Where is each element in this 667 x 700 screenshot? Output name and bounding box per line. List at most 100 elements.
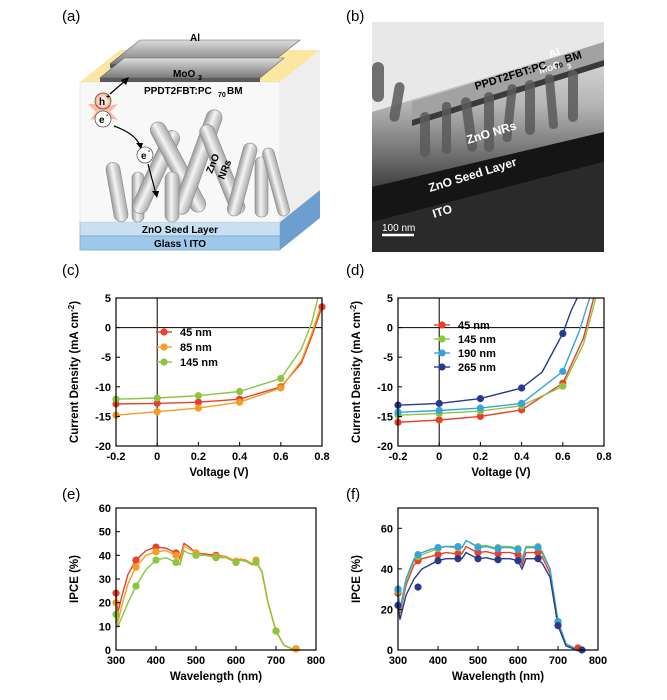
electron-sup-2: - bbox=[148, 148, 151, 155]
series-line-c-1 bbox=[116, 302, 322, 416]
data-point-d-2-1 bbox=[435, 406, 443, 415]
data-point-d-0-2 bbox=[476, 412, 484, 420]
data-point-c-1-3 bbox=[236, 398, 244, 406]
data-point-d-2-4 bbox=[559, 367, 567, 376]
data-point-e-2-6 bbox=[232, 558, 240, 567]
y-tick-label-c-1: -15 bbox=[95, 411, 111, 423]
jv-chart-c: -0.2 0 0.2 0.4 0.6 0.8 -20 -15 -10 -5 0 5 Voltage (V… bbox=[67, 293, 330, 479]
hole-sup: + bbox=[106, 94, 110, 101]
data-point-f-0-7 bbox=[534, 549, 542, 557]
x-tick-label-d-4: 0.6 bbox=[555, 451, 570, 463]
y-tick-label-d-0: -20 bbox=[377, 441, 393, 453]
data-point-f-0-5 bbox=[494, 550, 502, 558]
legend-marker-c-1 bbox=[160, 343, 168, 351]
electron-icon-2 bbox=[136, 146, 154, 164]
series-line-e-1 bbox=[116, 544, 301, 650]
plot-frame-d bbox=[397, 297, 605, 447]
data-point-e-2-4 bbox=[192, 551, 200, 559]
x-tick-label-c-4: 0.6 bbox=[273, 451, 288, 463]
tem-al-label: Al bbox=[547, 46, 561, 61]
data-point-f-2-3 bbox=[454, 542, 462, 551]
data-point-f-3-2 bbox=[434, 557, 442, 565]
y-tick-label-f-1: 20 bbox=[381, 604, 393, 616]
data-point-f-3-5 bbox=[494, 556, 502, 564]
data-point-c-2-1 bbox=[153, 394, 161, 402]
y-tick-label-c-2: -10 bbox=[95, 382, 111, 394]
tem-image: 100 nm Al MoO 3 PPDT2FBT:PC 70 BM ZnO NR… bbox=[372, 22, 604, 252]
data-point-c-2-3 bbox=[236, 387, 244, 396]
panel-label-a: (a) bbox=[62, 8, 81, 25]
series-line-c-0 bbox=[116, 306, 322, 405]
data-point-f-2-4 bbox=[474, 543, 482, 552]
tem-active-suffix: BM bbox=[563, 49, 583, 65]
y-tick-label-f-2: 40 bbox=[381, 564, 393, 576]
seed-label: ZnO Seed Layer bbox=[142, 225, 218, 236]
data-point-d-3-1 bbox=[435, 399, 443, 407]
data-point-f-3-4 bbox=[474, 555, 482, 563]
electron-label: e bbox=[99, 115, 105, 126]
data-point-f-3-1 bbox=[414, 583, 422, 591]
x-tick-label-c-2: 0.2 bbox=[191, 451, 206, 463]
data-point-e-1-1 bbox=[132, 563, 140, 571]
data-point-c-2-2 bbox=[194, 392, 202, 400]
scale-bar-label: 100 nm bbox=[382, 223, 415, 234]
plot-frame-e bbox=[115, 507, 317, 651]
series-line-f-2 bbox=[398, 539, 583, 650]
x-axis-label-c: Voltage (V) bbox=[189, 467, 248, 479]
data-point-f-2-1 bbox=[414, 551, 422, 559]
legend-marker-d-1 bbox=[438, 335, 446, 343]
tem-moo3-sub: 3 bbox=[567, 63, 573, 71]
panel-label-e: (e) bbox=[62, 486, 81, 503]
y-tick-label-d-3: -5 bbox=[383, 352, 393, 364]
data-point-f-3-7 bbox=[534, 555, 542, 563]
electron-arrow-icon-2 bbox=[147, 163, 157, 195]
x-axis-label-e: Wavelength (nm) bbox=[170, 671, 262, 683]
data-point-e-1-9 bbox=[292, 645, 300, 653]
moo3-label: MoO bbox=[173, 69, 195, 80]
data-point-f-2-5 bbox=[494, 544, 502, 553]
data-point-f-2-2 bbox=[434, 543, 442, 552]
panel-label-c: (c) bbox=[62, 262, 80, 279]
x-tick-label-e-0: 300 bbox=[107, 655, 125, 667]
y-axis-label-e: IPCE (%) bbox=[69, 555, 81, 603]
x-tick-label-e-5: 800 bbox=[307, 655, 325, 667]
series-line-f-0 bbox=[398, 545, 583, 650]
data-point-d-2-3 bbox=[518, 399, 526, 407]
y-axis-label-d: Current Density (mA cm-2) bbox=[349, 301, 363, 443]
x-tick-label-f-1: 400 bbox=[429, 655, 447, 667]
jv-chart-d: -0.2 0 0.2 0.4 0.6 0.8 -20 -15 -10 -5 0 5 Voltage (V… bbox=[349, 293, 612, 479]
panel-label-f: (f) bbox=[346, 486, 361, 503]
y-tick-label-c-0: -20 bbox=[95, 441, 111, 453]
data-point-e-2-8 bbox=[272, 627, 280, 635]
data-point-d-0-1 bbox=[435, 416, 443, 424]
plot-frame-c bbox=[115, 297, 323, 447]
active-label-sub: 70 bbox=[218, 92, 226, 99]
substrate-label: Glass \ ITO bbox=[154, 239, 206, 250]
legend-marker-d-3 bbox=[438, 363, 446, 371]
x-tick-label-e-1: 400 bbox=[147, 655, 165, 667]
x-tick-label-d-5: 0.8 bbox=[596, 451, 611, 463]
y-tick-label-e-0: 0 bbox=[105, 645, 111, 657]
panel-label-d: (d) bbox=[346, 262, 365, 279]
data-point-e-2-7 bbox=[252, 558, 260, 567]
y-tick-label-f-3: 60 bbox=[381, 523, 393, 535]
y-tick-label-e-2: 20 bbox=[99, 598, 111, 610]
y-tick-label-c-4: 0 bbox=[105, 323, 111, 335]
x-tick-label-c-1: 0 bbox=[154, 451, 160, 463]
active-label-suffix: BM bbox=[227, 86, 243, 97]
data-point-f-2-6 bbox=[514, 545, 522, 554]
zno-nanorods bbox=[105, 109, 290, 223]
data-point-c-1-1 bbox=[153, 408, 161, 416]
legend-label-d-1: 145 nm bbox=[458, 334, 496, 346]
plot-frame-f bbox=[397, 507, 599, 651]
data-point-c-0-2 bbox=[194, 398, 202, 406]
legend-marker-d-0 bbox=[438, 321, 446, 329]
legend-label-c-2: 145 nm bbox=[180, 357, 218, 369]
al-label: Al bbox=[190, 33, 200, 44]
hole-label: h bbox=[99, 97, 105, 108]
x-tick-label-f-2: 500 bbox=[469, 655, 487, 667]
x-tick-label-e-4: 700 bbox=[267, 655, 285, 667]
electron-sup: - bbox=[106, 112, 109, 119]
x-tick-label-c-3: 0.4 bbox=[232, 451, 248, 463]
y-tick-label-e-1: 10 bbox=[99, 621, 111, 633]
